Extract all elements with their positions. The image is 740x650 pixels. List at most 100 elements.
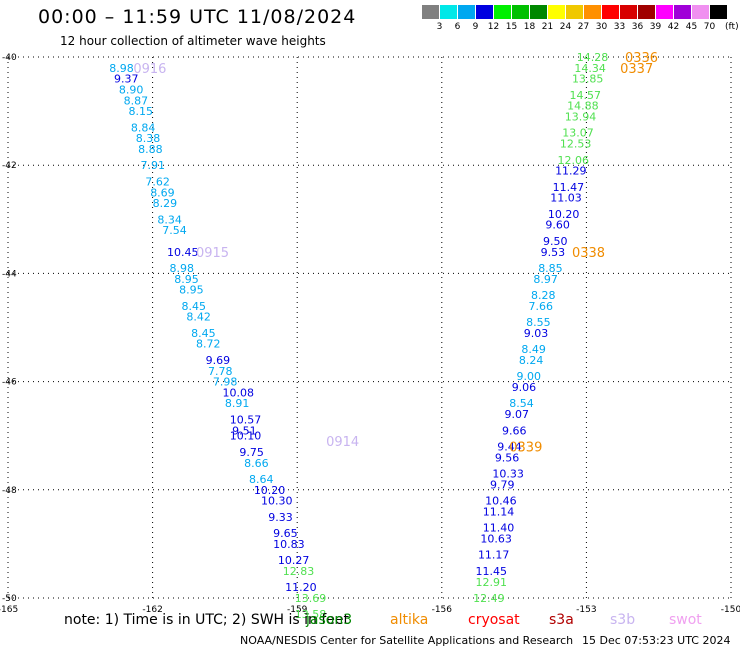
wave-height-value: 9.03	[524, 327, 549, 340]
scale-label: 24	[559, 22, 572, 32]
wave-height-value: 8.98	[169, 262, 194, 275]
scale-swatch	[494, 5, 511, 19]
scale-swatch	[602, 5, 619, 19]
wave-height-value: 8.55	[526, 316, 551, 329]
wave-height-value: 8.38	[136, 132, 161, 145]
scale-swatch	[656, 5, 673, 19]
wave-height-value: 10.10	[230, 430, 262, 443]
wave-height-value: 9.33	[268, 511, 293, 524]
wave-height-value: 12.53	[560, 138, 592, 151]
wave-height-value: 8.24	[519, 354, 544, 367]
wave-height-value: 11.20	[285, 581, 317, 594]
x-tick-label: -153	[576, 605, 596, 615]
wave-height-value: 10.63	[480, 532, 512, 545]
wave-height-value: 14.88	[567, 100, 599, 113]
wave-height-value: 9.75	[239, 446, 263, 459]
scale-label: 30	[595, 22, 608, 32]
legend-altika: altika	[390, 612, 429, 628]
wave-height-value: 10.08	[222, 386, 254, 399]
y-tick-label: -50	[2, 594, 17, 604]
wave-height-value: 8.90	[119, 83, 144, 96]
wave-height-value: 9.79	[490, 478, 515, 491]
page-title: 00:00 – 11:59 UTC 11/08/2024	[38, 6, 357, 28]
wave-height-value: 7.78	[208, 365, 233, 378]
wave-height-value: 10.46	[485, 495, 517, 508]
wave-height-value: 9.51	[232, 424, 257, 437]
wave-height-value: 10.33	[492, 468, 524, 481]
wave-height-value: 8.66	[244, 457, 269, 470]
scale-label: 42	[667, 22, 680, 32]
pass-time-label: 0339	[509, 441, 542, 456]
scale-label: 9	[472, 22, 479, 32]
y-tick-label: -40	[2, 53, 17, 63]
wave-height-value: 8.91	[225, 397, 250, 410]
pass-time-label: 0337	[620, 62, 653, 77]
scale-label: 6	[454, 22, 461, 32]
wave-height-value: 12.91	[476, 576, 508, 589]
pass-time-label: 0914	[326, 435, 359, 450]
wave-height-value: 13.58	[295, 608, 327, 621]
wave-height-value: 10.45	[167, 246, 199, 259]
wave-height-value: 14.57	[570, 89, 602, 102]
wave-height-value: 11.47	[553, 181, 585, 194]
wave-height-value: 8.29	[153, 197, 178, 210]
legend-jason3: jason3	[306, 612, 353, 628]
wave-height-value: 8.84	[131, 121, 156, 134]
wave-height-value: 12.49	[473, 592, 505, 605]
wave-height-value: 10.27	[278, 554, 310, 567]
wave-height-value: 10.57	[230, 413, 262, 426]
wave-height-value: 12.83	[283, 565, 315, 578]
wave-height-value: 9.56	[495, 451, 520, 464]
scale-swatch	[620, 5, 637, 19]
wave-height-value: 11.40	[483, 522, 515, 535]
scale-swatch	[440, 5, 457, 19]
wave-height-value: 9.06	[512, 381, 537, 394]
wave-height-value: 8.98	[109, 62, 134, 75]
page-subtitle: 12 hour collection of altimeter wave hei…	[60, 34, 326, 48]
wave-height-value: 8.45	[191, 327, 216, 340]
x-tick-label: -159	[287, 605, 308, 615]
wave-height-value: 9.50	[543, 235, 568, 248]
scale-label: 33	[613, 22, 626, 32]
wave-height-value: 7.62	[145, 175, 170, 188]
scale-label: 15	[505, 22, 518, 32]
wave-height-value: 8.95	[179, 284, 204, 297]
wave-height-value: 10.30	[261, 495, 293, 508]
scale-swatch	[548, 5, 565, 19]
wave-height-value: 8.97	[533, 273, 558, 286]
wave-height-value: 14.28	[577, 51, 609, 64]
legend-cryosat: cryosat	[468, 612, 520, 628]
wave-height-value: 10.83	[273, 538, 305, 551]
wave-height-value: 9.00	[517, 370, 542, 383]
wave-height-value: 11.14	[483, 505, 515, 518]
pass-time-label: 0336	[625, 51, 658, 66]
wave-height-value: 8.15	[129, 105, 154, 118]
scale-swatch	[566, 5, 583, 19]
legend-swot: swot	[669, 612, 702, 628]
scale-label: 70	[703, 22, 716, 32]
wave-height-value: 7.66	[529, 300, 554, 313]
scale-label: 36	[631, 22, 644, 32]
wave-height-value: 13.69	[295, 592, 327, 605]
footer-credit: NOAA/NESDIS Center for Satellite Applica…	[240, 634, 574, 647]
y-tick-label: -48	[2, 486, 17, 496]
wave-height-value: 8.87	[124, 94, 148, 107]
x-tick-label: -150	[721, 605, 740, 615]
scale-label: 45	[685, 22, 698, 32]
wave-height-value: 9.37	[114, 73, 139, 86]
scale-unit: (ft)	[725, 22, 739, 32]
scale-swatch	[638, 5, 655, 19]
wave-height-value: 8.69	[150, 186, 175, 199]
wave-height-value: 13.94	[565, 111, 597, 124]
wave-height-value: 7.91	[141, 159, 166, 172]
wave-height-value: 14.34	[574, 62, 606, 75]
wave-height-value: 7.98	[213, 376, 238, 389]
wave-height-value: 10.20	[548, 208, 580, 221]
pass-time-label: 0338	[572, 246, 605, 261]
wave-height-value: 11.45	[476, 565, 508, 578]
wave-height-value: 13.85	[572, 73, 604, 86]
scale-label: 12	[487, 22, 500, 32]
wave-height-value: 12.06	[557, 154, 589, 167]
pass-time-label: 0916	[133, 62, 166, 77]
y-tick-label: -44	[2, 269, 17, 279]
